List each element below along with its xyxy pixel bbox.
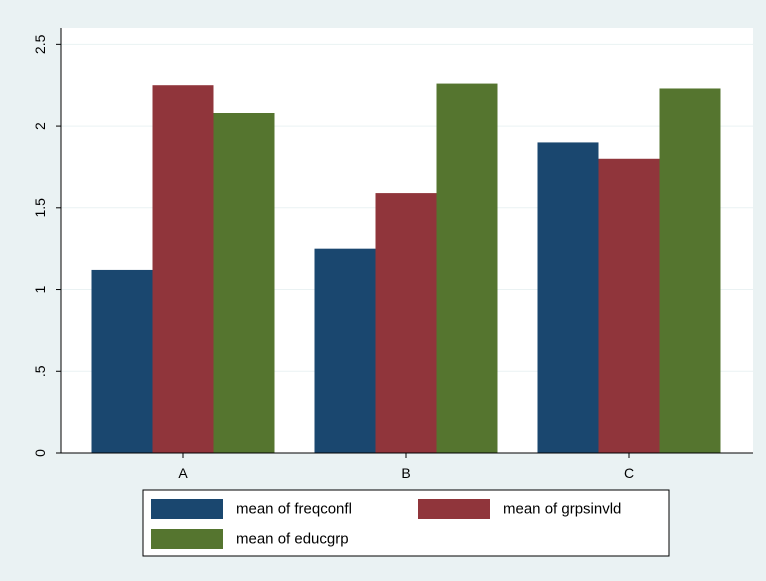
- bar: [436, 83, 498, 454]
- legend-swatch: [151, 529, 223, 549]
- legend-label: mean of educgrp: [236, 531, 349, 548]
- bar: [213, 113, 275, 453]
- y-tick-label: .5: [32, 365, 48, 377]
- bar: [659, 88, 721, 453]
- tick-labels: 0 .5 1 1.5 2 2.5 A B C: [32, 34, 634, 481]
- x-tick-label: B: [401, 465, 410, 481]
- x-tick-label: A: [178, 465, 188, 481]
- legend: mean of freqconfl mean of grpsinvld mean o…: [142, 489, 670, 557]
- bar: [598, 158, 660, 453]
- legend-swatch: [151, 499, 223, 519]
- y-tick-label: 2: [32, 122, 48, 130]
- legend-label: mean of freqconfl: [236, 501, 352, 518]
- x-tick-label: C: [624, 465, 634, 481]
- bar: [91, 269, 153, 453]
- bar: [152, 85, 214, 453]
- bar: [537, 142, 599, 453]
- y-tick-label: 0: [32, 449, 48, 457]
- legend-swatch: [418, 499, 490, 519]
- bars: [91, 83, 721, 454]
- bar: [314, 248, 376, 453]
- y-tick-label: 1.5: [32, 198, 48, 218]
- legend-box: [142, 489, 670, 557]
- y-tick-label: 2.5: [32, 34, 48, 54]
- y-tick-label: 1: [32, 285, 48, 293]
- bar: [375, 193, 437, 453]
- legend-label: mean of grpsinvld: [503, 501, 621, 518]
- axes: [60, 28, 753, 454]
